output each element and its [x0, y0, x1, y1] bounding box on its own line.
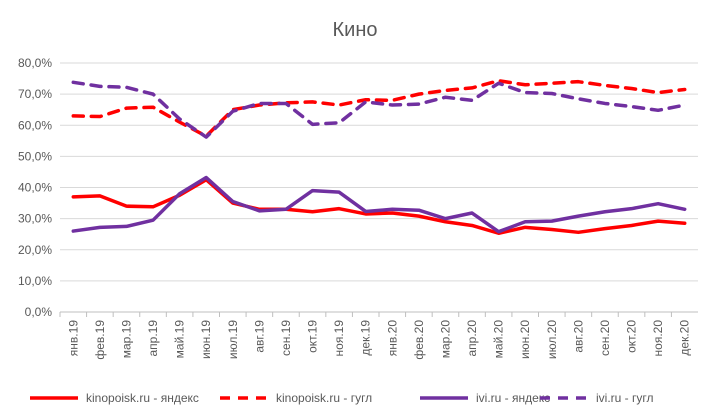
chart-title: Кино	[333, 19, 378, 41]
legend-item: ivi.ru - гугл	[540, 391, 654, 405]
x-tick-label: июл.19	[226, 320, 240, 359]
legend-label: ivi.ru - яндекс	[476, 391, 550, 405]
y-tick-label: 0,0%	[25, 305, 53, 319]
y-tick-label: 60,0%	[18, 118, 52, 132]
x-tick-label: апр.20	[465, 320, 479, 357]
x-tick-label: авг.20	[571, 320, 585, 353]
x-tick-label: сен.20	[598, 320, 612, 356]
legend-label: ivi.ru - гугл	[596, 391, 654, 405]
x-tick-label: мар.19	[119, 320, 133, 359]
x-tick-label: авг.19	[252, 320, 266, 353]
x-tick-label: ноя.19	[332, 320, 346, 357]
x-tick-label: май.19	[173, 320, 187, 359]
x-tick-label: ноя.20	[651, 320, 665, 357]
series-line-2	[71, 175, 687, 234]
legend-label: kinopoisk.ru - яндекс	[86, 391, 199, 405]
x-tick-label: янв.19	[66, 320, 80, 357]
legend-item: kinopoisk.ru - яндекс	[30, 391, 199, 405]
x-tick-label: окт.20	[625, 320, 639, 353]
legend-item: kinopoisk.ru - гугл	[220, 391, 372, 405]
x-tick-label: окт.19	[306, 320, 320, 353]
x-tick-label: дек.19	[359, 320, 373, 356]
x-tick-label: май.20	[492, 320, 506, 359]
y-tick-label: 40,0%	[18, 181, 52, 195]
x-tick-label: апр.19	[146, 320, 160, 357]
series-line-3	[71, 80, 687, 139]
x-tick-label: июн.20	[518, 320, 532, 359]
x-tick-label: фев.20	[412, 320, 426, 360]
x-tick-label: сен.19	[279, 320, 293, 356]
y-tick-label: 70,0%	[18, 87, 52, 101]
y-tick-label: 20,0%	[18, 243, 52, 257]
legend-label: kinopoisk.ru - гугл	[276, 391, 372, 405]
y-tick-label: 50,0%	[18, 149, 52, 163]
series-line-1	[71, 78, 687, 138]
x-tick-label: июн.19	[199, 320, 213, 359]
y-tick-label: 10,0%	[18, 274, 52, 288]
x-tick-label: мар.20	[438, 320, 452, 359]
x-tick-label: фев.19	[93, 320, 107, 360]
y-tick-label: 80,0%	[18, 56, 52, 70]
x-tick-label: янв.20	[385, 320, 399, 357]
legend-item: ivi.ru - яндекс	[420, 391, 550, 405]
x-tick-label: дек.20	[678, 320, 692, 356]
x-tick-label: июл.20	[545, 320, 559, 359]
y-tick-label: 30,0%	[18, 212, 52, 226]
